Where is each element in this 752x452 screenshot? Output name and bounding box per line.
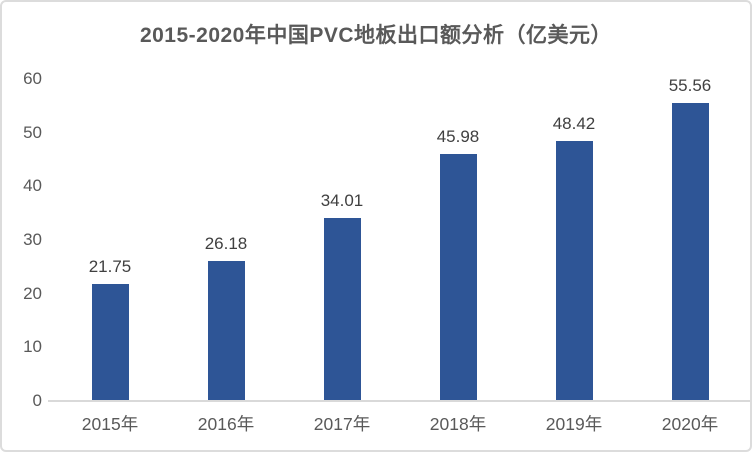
x-tick-label: 2016年 (197, 414, 255, 434)
y-tick-label: 20 (23, 283, 42, 303)
bar (91, 284, 129, 400)
x-tick-label: 2018年 (429, 414, 487, 434)
bar (207, 260, 245, 400)
x-tick-label: 2019年 (545, 414, 603, 434)
bar-value-label: 26.18 (204, 233, 248, 253)
bar (555, 141, 593, 400)
y-tick-label: 0 (32, 391, 42, 410)
y-tick-label: 50 (23, 122, 42, 142)
y-tick-label: 40 (23, 176, 42, 196)
y-tick-label: 10 (23, 337, 42, 357)
y-tick-label: 60 (23, 69, 42, 88)
bar-value-label: 48.42 (552, 114, 596, 134)
x-tick-label: 2020年 (661, 414, 719, 434)
x-tick-label: 2017年 (313, 414, 371, 434)
x-tick-label: 2015年 (81, 414, 139, 434)
bar (439, 154, 477, 400)
bar (671, 102, 709, 400)
bar-value-label: 21.75 (88, 257, 132, 277)
bar-value-label: 55.56 (668, 75, 712, 95)
bar (323, 218, 361, 400)
bar-value-label: 34.01 (320, 191, 364, 211)
chart-title: 2015-2020年中国PVC地板出口额分析（亿美元） (139, 24, 613, 47)
y-tick-label: 30 (23, 230, 42, 249)
x-axis-line (48, 400, 750, 402)
bar-value-label: 45.98 (436, 127, 480, 147)
